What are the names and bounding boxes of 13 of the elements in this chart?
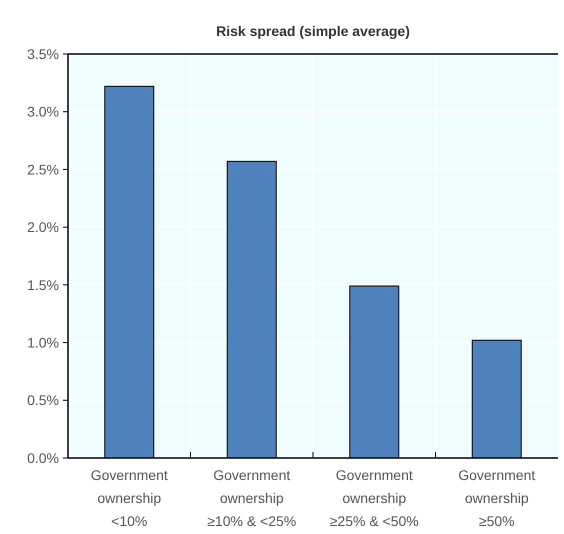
y-tick-label: 2.0% bbox=[27, 219, 59, 236]
y-tick-label: 3.0% bbox=[27, 104, 59, 120]
y-tick-label: 3.5% bbox=[27, 46, 59, 62]
y-tick-label: 1.5% bbox=[27, 276, 59, 293]
x-tick-label: Government ownership ≥50% bbox=[458, 467, 536, 529]
chart-title: Risk spread (simple average) bbox=[216, 23, 410, 39]
x-tick-label: Government ownership ≥10% & <25% bbox=[207, 467, 296, 529]
x-tick-label: Government ownership ≥25% & <50% bbox=[330, 467, 419, 529]
y-tick-label: 0.0% bbox=[27, 450, 59, 466]
y-tick-label: 1.0% bbox=[27, 334, 59, 350]
y-tick-label: 2.5% bbox=[27, 161, 59, 178]
x-tick-label: Government ownership <10% bbox=[90, 467, 168, 529]
y-tick-label: 0.5% bbox=[27, 392, 59, 408]
